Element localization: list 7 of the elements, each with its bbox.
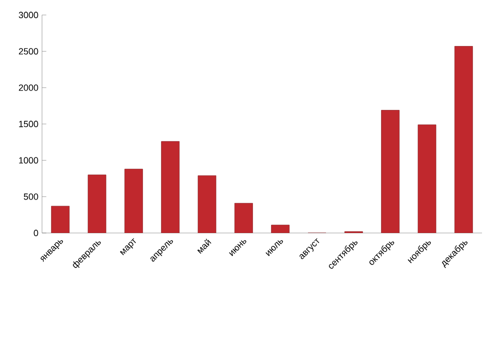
y-tick-label: 0 xyxy=(34,230,38,236)
y-tick-label: 2500 xyxy=(18,48,38,55)
y-tick-label: 2000 xyxy=(18,84,38,91)
y-tick-label: 500 xyxy=(24,193,38,200)
y-tick-label: 1000 xyxy=(19,157,38,164)
y-tick-label: 1500 xyxy=(19,120,38,128)
y-tick-label: 3000 xyxy=(18,12,38,18)
